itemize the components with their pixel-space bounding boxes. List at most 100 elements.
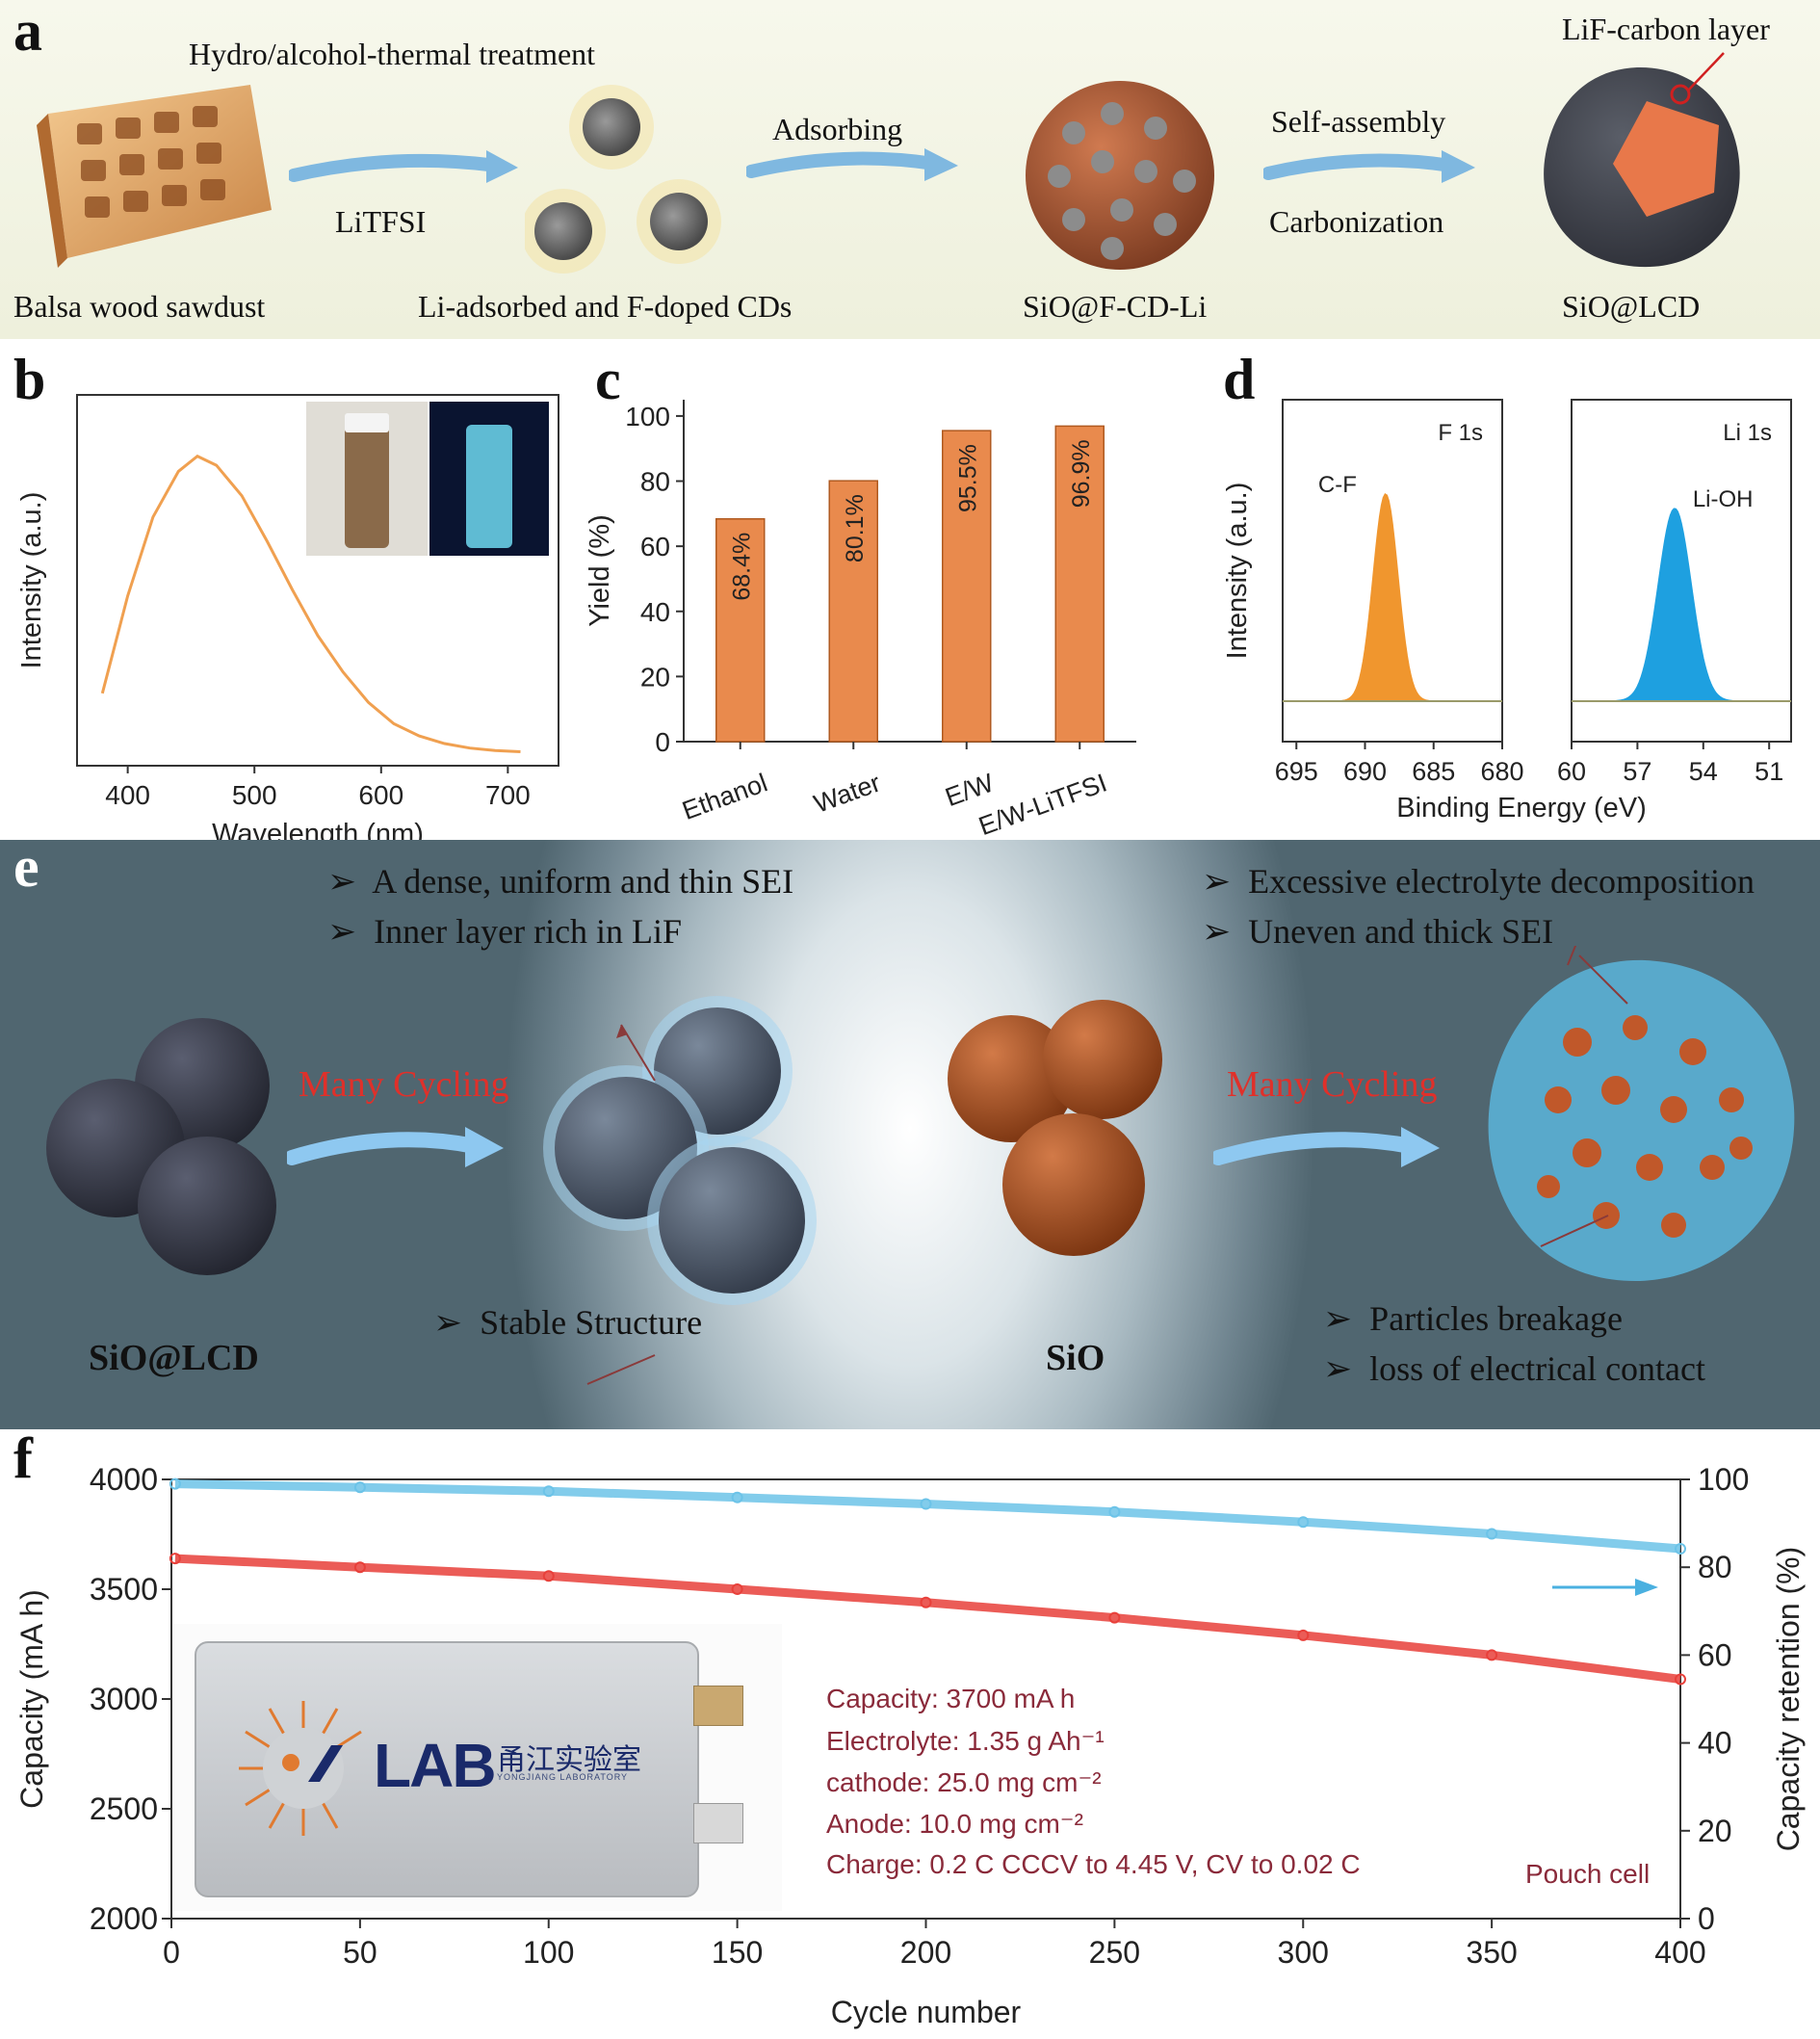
chart-c-ytick-label: 40 [640, 597, 670, 627]
label-cds: Li-adsorbed and F-doped CDs [418, 289, 793, 324]
chart-b-xlabel: Wavelength (nm) [212, 819, 424, 843]
chart-d-xps: 695 690 685 680 F 1s C-F 60 57 54 51 Li 1s Li-OH Bin… [1222, 399, 1792, 823]
sio-cycled-broken-illustration [1488, 946, 1795, 1282]
panel-letter-c: c [595, 348, 621, 411]
chart-d-peak [1283, 493, 1502, 702]
chart-d-peak-label: C-F [1318, 472, 1357, 498]
chart-b-series-line [100, 454, 521, 753]
bullet-excessive-decomposition: ➢ Excessive electrolyte decomposition [1202, 862, 1755, 901]
chart-c-category-label: Water [810, 768, 884, 818]
label-sio-lcd-e: SiO@LCD [89, 1338, 259, 1378]
chart-d-frame [1282, 399, 1503, 743]
retention-axis-arrowhead-icon [1635, 1579, 1658, 1596]
chart-d-xtick-label: 57 [1623, 757, 1651, 786]
bullet-particles-breakage: ➢ Particles breakage [1323, 1299, 1624, 1338]
bullet-stable-structure: ➢ Stable Structure [433, 1303, 703, 1342]
label-self-assembly: Self-assembly [1271, 104, 1446, 139]
label-pouch-cell: Pouch cell [1525, 1859, 1651, 1889]
chart-f-point [353, 1481, 366, 1494]
chart-f-ytick-right-label: 60 [1698, 1637, 1732, 1672]
vial-cap-icon [345, 413, 389, 432]
label-adsorbing: Adsorbing [772, 112, 903, 146]
label-many-cycling-right: Many Cycling [1227, 1064, 1438, 1105]
bullet-uneven-sei: ➢ Uneven and thick SEI [1202, 912, 1554, 951]
chart-d-xtick-label: 680 [1480, 757, 1523, 786]
bullet-loss-contact: ➢ loss of electrical contact [1323, 1349, 1706, 1388]
sio-particles-illustration [948, 1000, 1162, 1256]
pouch-cell-photo: LAB 甬江实验室 YONGJIANG LABORATORY [173, 1624, 782, 1911]
label-carbonization: Carbonization [1269, 204, 1444, 239]
chart-c-category-label: E/W-LiTFSI [975, 768, 1110, 841]
chart-f-point [353, 1561, 366, 1574]
label-lif-carbon-layer: LiF-carbon layer [1562, 12, 1770, 46]
label-many-cycling-left: Many Cycling [299, 1064, 509, 1105]
info-capacity: Capacity: 3700 mA h [826, 1684, 1076, 1713]
label-sio-e: SiO [1046, 1338, 1105, 1378]
chart-f-ytick-right-label: 0 [1698, 1901, 1715, 1936]
chart-f-ytick-left-label: 4000 [90, 1462, 158, 1497]
chart-f-xtick-label: 300 [1278, 1935, 1329, 1970]
chart-f-point [920, 1596, 932, 1608]
arrow-cycling-left-icon [287, 1127, 504, 1167]
chart-f-point [169, 1553, 181, 1565]
chart-c-bar [715, 517, 766, 743]
chart-f-point [542, 1485, 555, 1498]
lab-logo-cn: 甬江实验室 [497, 1743, 641, 1777]
chart-b-xtick-label: 700 [485, 780, 531, 810]
chart-f-xtick-label: 200 [900, 1935, 951, 1970]
chart-f-xtick-label: 250 [1089, 1935, 1140, 1970]
chart-c-ylabel: Yield (%) [585, 514, 615, 627]
chart-d-peak [1572, 508, 1791, 702]
chart-c-yield: 0 20 40 60 80 100 Yield (%) 68.4% Ethanol 80.1% Wa… [585, 400, 1136, 841]
chart-f-ytick-right-label: 20 [1698, 1814, 1732, 1848]
panel-e-schematic: e [0, 835, 1820, 1429]
chart-f-point [1675, 1543, 1686, 1555]
panel-a-schematic: a [0, 0, 1820, 339]
bullet-dense-sei: ➢ A dense, uniform and thin SEI [327, 862, 794, 901]
chart-f-ytick-right-label: 80 [1698, 1550, 1732, 1584]
sio-fcd-li-illustration [1026, 81, 1214, 270]
chart-d-xtick-label: 695 [1275, 757, 1318, 786]
chart-d-xlabel: Binding Energy (eV) [1396, 793, 1647, 823]
chart-b-frame [76, 394, 559, 767]
chart-d-frame [1571, 399, 1792, 743]
chart-f-xlabel: Cycle number [831, 1995, 1022, 2029]
chart-f-xtick-label: 100 [523, 1935, 574, 1970]
carbon-dots-illustration [525, 85, 721, 274]
label-litfsi: LiTFSI [335, 204, 427, 239]
chart-d-xtick-label: 685 [1412, 757, 1455, 786]
chart-c-bar [942, 430, 992, 743]
chart-c-ytick-label: 80 [640, 467, 670, 497]
chart-d-xtick-label: 690 [1343, 757, 1387, 786]
label-balsa-wood: Balsa wood sawdust [13, 289, 266, 324]
bullet-inner-lif: ➢ Inner layer rich in LiF [327, 912, 683, 951]
chart-d-xtick-label: 60 [1557, 757, 1586, 786]
sio-lcd-illustration [1544, 52, 1740, 268]
chart-f-point [1108, 1505, 1121, 1518]
chart-c-bar [828, 480, 878, 743]
chart-f-xtick-label: 50 [343, 1935, 377, 1970]
balsa-wood-illustration [37, 85, 272, 268]
chart-d-xtick-label: 51 [1755, 757, 1783, 786]
chart-f-ytick-left-label: 2000 [90, 1901, 158, 1936]
info-cathode: cathode: 25.0 mg cm⁻² [826, 1767, 1102, 1797]
lab-logo-icon [239, 1701, 362, 1836]
pouch-tab-top [693, 1686, 743, 1726]
chart-d-subplot-title: Li 1s [1723, 420, 1772, 446]
pouch-tab-bottom [693, 1803, 743, 1843]
lab-logo-text: LAB [374, 1731, 497, 1800]
chart-d-ylabel: Intensity (a.u.) [1222, 483, 1253, 660]
info-anode: Anode: 10.0 mg cm⁻² [826, 1809, 1083, 1839]
panel-letter-a: a [13, 0, 42, 63]
panel-letter-d: d [1223, 348, 1256, 411]
chart-c-ytick-label: 20 [640, 662, 670, 692]
chart-f-point [542, 1570, 555, 1582]
sio-lcd-particles-illustration [46, 1018, 276, 1275]
chart-f-point [1297, 1629, 1310, 1641]
chart-f-ylabel-right: Capacity retention (%) [1771, 1547, 1806, 1852]
chart-f-ytick-left-label: 3500 [90, 1572, 158, 1607]
chart-d-xtick-label: 54 [1689, 757, 1718, 786]
chart-f-point [1108, 1611, 1121, 1624]
chart-b-xtick-label: 500 [232, 780, 277, 810]
chart-b-photoluminescence: 400 500 600 700 Wavelength (nm) Intensity (a.… [16, 394, 559, 843]
